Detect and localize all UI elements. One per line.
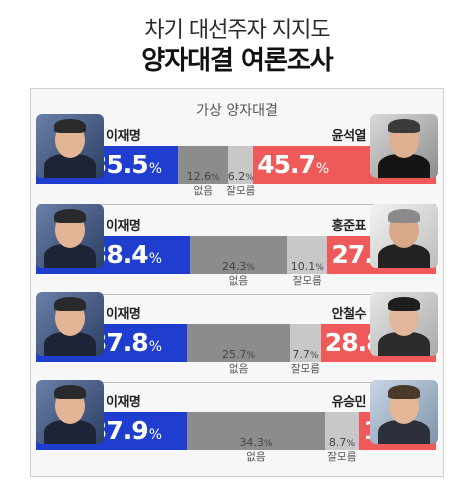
percent-sign: % <box>346 439 355 449</box>
none-label-value: 25.7 <box>222 348 247 361</box>
none-label-text: 없음 <box>228 363 249 375</box>
percent-sign: % <box>148 251 162 267</box>
bar-dont-know <box>324 412 360 450</box>
bar-dont-know <box>287 236 328 274</box>
candidate-name-right: 유승민 <box>331 395 367 410</box>
candidate-name-left: 이재명 <box>106 129 141 144</box>
bar-none <box>187 324 290 362</box>
candidate-name-left: 이재명 <box>106 307 141 322</box>
percent-sign: % <box>211 173 220 183</box>
dont-know-label-text: 잘모름 <box>292 275 322 287</box>
title-line-2: 양자대결 여론조사 <box>141 46 333 76</box>
dont-know-label-text: 잘모름 <box>327 451 357 463</box>
dont-know-label-value: 8.7 <box>328 436 347 449</box>
photo-suit <box>378 244 430 268</box>
candidate-photo-right <box>370 292 438 356</box>
percent-sign: % <box>245 173 254 183</box>
dont-know-label-value: 7.7 <box>292 348 310 361</box>
none-label-value: 12.6 <box>186 170 212 183</box>
none-label-value: 34.3 <box>239 436 264 449</box>
photo-hair <box>54 119 86 133</box>
dont-know-label-text: 잘모름 <box>290 363 320 375</box>
photo-suit <box>44 420 96 444</box>
right-value-label: 45.7% <box>257 150 329 179</box>
percent-sign: % <box>263 439 273 449</box>
candidate-name-left: 이재명 <box>106 395 141 410</box>
photo-suit <box>44 332 96 356</box>
candidate-photo-right <box>370 114 438 178</box>
percent-sign: % <box>148 339 162 355</box>
percent-sign: % <box>148 427 162 443</box>
candidate-name-right: 안철수 <box>331 307 367 322</box>
none-label: 24.3% 없음 <box>190 260 287 288</box>
none-label: 12.6% 없음 <box>178 170 228 198</box>
photo-hair <box>54 297 86 311</box>
bar-none <box>178 146 229 184</box>
bar-dont-know <box>290 324 321 362</box>
bar-dont-know <box>228 146 254 184</box>
photo-hair <box>54 385 86 399</box>
photo-suit <box>44 154 96 178</box>
dont-know-label: 8.7% 잘모름 <box>325 436 360 464</box>
photo-suit <box>378 420 430 444</box>
percent-sign: % <box>315 161 329 177</box>
none-label-text: 없음 <box>228 275 249 287</box>
candidate-photo-right <box>370 204 438 268</box>
photo-suit <box>378 154 430 178</box>
candidate-name-right: 홍준표 <box>331 219 367 234</box>
photo-suit <box>378 332 430 356</box>
photo-hair <box>388 297 420 311</box>
photo-hair <box>388 209 420 223</box>
candidate-photo-left <box>36 114 104 178</box>
percent-sign: % <box>148 161 162 177</box>
photo-hair <box>54 209 86 223</box>
candidate-photo-left <box>36 292 104 356</box>
dont-know-label-value: 10.1 <box>290 260 316 273</box>
candidate-photo-left <box>36 204 104 268</box>
none-label: 34.3% 없음 <box>187 436 324 464</box>
dont-know-label: 10.1% 잘모름 <box>287 260 327 288</box>
candidate-name-right: 윤석열 <box>331 129 367 144</box>
candidate-name-left: 이재명 <box>106 219 141 234</box>
none-label-text: 없음 <box>193 185 213 197</box>
percent-sign: % <box>246 263 255 273</box>
none-label-value: 24.3 <box>221 260 247 273</box>
percent-sign: % <box>309 351 319 361</box>
percent-sign: % <box>246 351 256 361</box>
photo-suit <box>44 244 96 268</box>
chart-subtitle: 가상 양자대결 <box>196 103 278 119</box>
dont-know-label: 6.2% 잘모름 <box>224 170 258 198</box>
percent-sign: % <box>315 263 324 273</box>
bar-none <box>189 236 288 274</box>
bar-none <box>187 412 325 450</box>
photo-hair <box>388 385 420 399</box>
candidate-photo-right <box>370 380 438 444</box>
candidate-photo-left <box>36 380 104 444</box>
right-value-number: 45.7 <box>257 150 316 179</box>
photo-hair <box>388 119 420 133</box>
dont-know-label-value: 6.2 <box>227 170 246 183</box>
title-line-1: 차기 대선주자 지지도 <box>144 18 330 43</box>
none-label-text: 없음 <box>246 451 266 463</box>
matchup-row: 35.5% 45.7% 12.6% 없음 6.2% 잘모름 이재명 윤석열 <box>0 114 474 212</box>
dont-know-label-text: 잘모름 <box>226 185 256 197</box>
row-separator <box>38 382 436 383</box>
dont-know-label: 7.7% 잘모름 <box>288 348 322 376</box>
row-separator <box>38 294 436 295</box>
row-separator <box>38 204 436 205</box>
none-label: 25.7% 없음 <box>187 348 290 376</box>
